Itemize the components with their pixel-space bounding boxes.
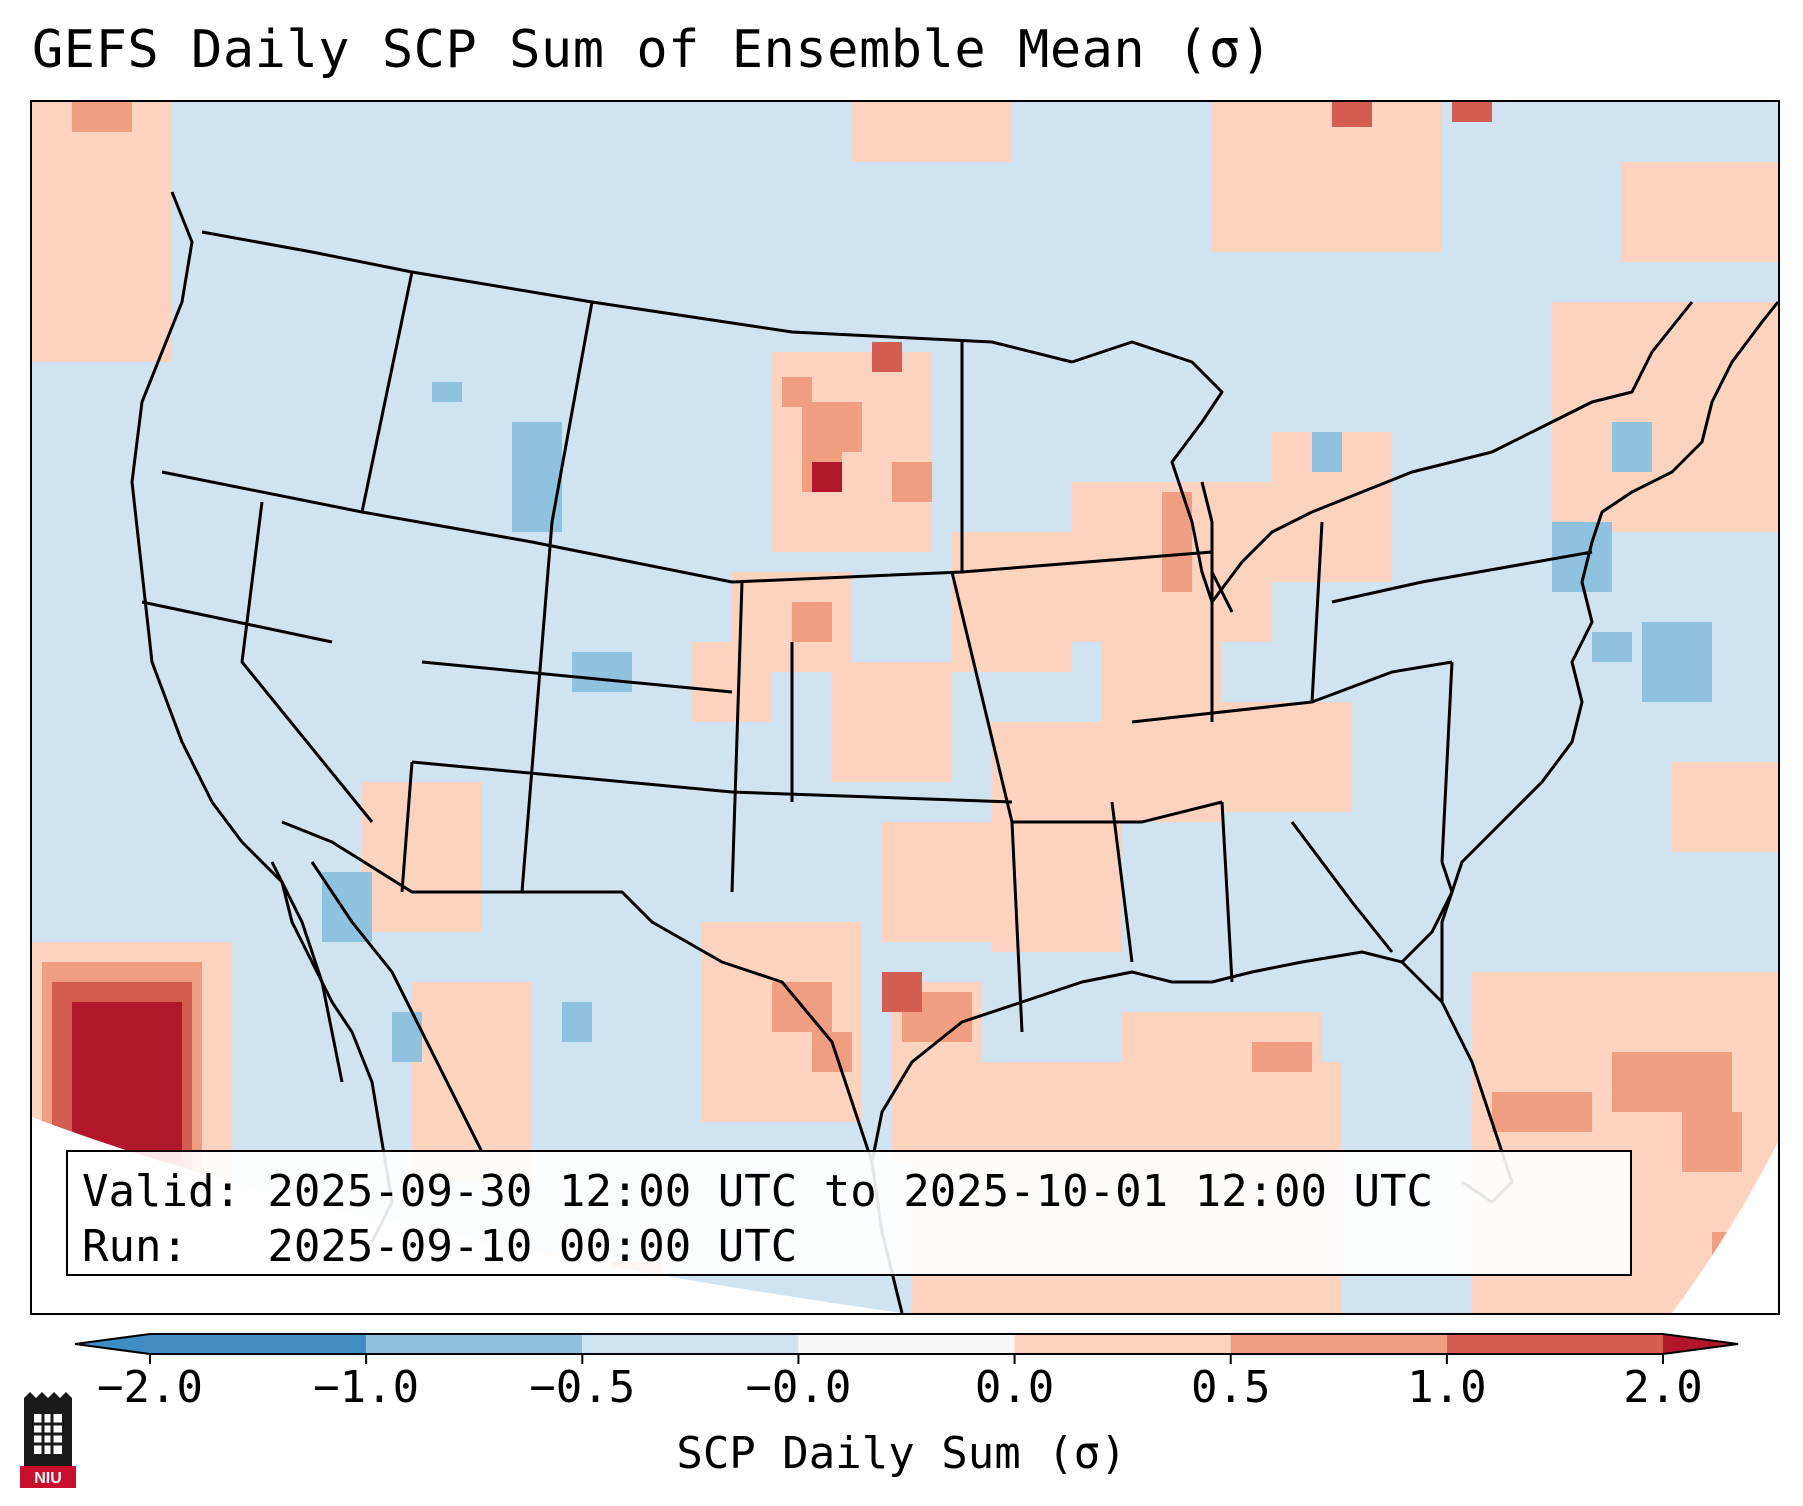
- field-patch: [892, 462, 932, 502]
- valid-info-box: Valid: 2025-09-30 12:00 UTC to 2025-10-0…: [66, 1150, 1632, 1276]
- field-patch: [1612, 422, 1652, 472]
- field-patch: [572, 652, 632, 692]
- colorbar: [74, 1333, 1739, 1364]
- valid-line: Valid: 2025-09-30 12:00 UTC to 2025-10-0…: [82, 1166, 1434, 1217]
- border-canada-east: [1491, 301, 1694, 454]
- colorbar-tick-label: −2.0: [97, 1362, 203, 1413]
- field-patch: [792, 602, 832, 642]
- coastline-east: [1440, 301, 1778, 1002]
- colorbar-tick-label: 1.0: [1407, 1362, 1487, 1413]
- field-patch: [432, 382, 462, 402]
- field-patch: [882, 972, 922, 1012]
- field-patch: [1592, 632, 1632, 662]
- colorbar-extend-low: [75, 1334, 150, 1354]
- colorbar-tick-label: 2.0: [1623, 1362, 1703, 1413]
- colorbar-ticks: [149, 1354, 1664, 1364]
- coastline-gulf: [870, 950, 1514, 1313]
- colorbar-segment: [1446, 1334, 1663, 1354]
- map-title: GEFS Daily SCP Sum of Ensemble Mean (σ): [32, 20, 1273, 80]
- colorbar-tick-label: 0.0: [974, 1362, 1055, 1413]
- field-patch: [1212, 102, 1442, 252]
- colorbar-segment: [1230, 1334, 1447, 1354]
- field-patch: [72, 102, 132, 132]
- colorbar-extend-high: [1663, 1334, 1738, 1354]
- colorbar-label: SCP Daily Sum (σ): [676, 1428, 1127, 1479]
- field-patch: [562, 1002, 592, 1042]
- colorbar-segment: [366, 1334, 583, 1354]
- field-patch: [1682, 1112, 1742, 1172]
- boundaries-layer: [130, 191, 1778, 1313]
- colorbar-segment: [798, 1334, 1015, 1354]
- scp-map: [32, 102, 1778, 1313]
- coastline-florida: [1400, 861, 1454, 964]
- coastline-west: [130, 191, 394, 1243]
- logo-window-grid: [34, 1414, 62, 1454]
- field-patch: [1452, 102, 1492, 122]
- field-patch: [1552, 302, 1778, 532]
- lake-michigan: [1200, 481, 1234, 613]
- field-patch: [1492, 1092, 1592, 1132]
- field-patch: [952, 532, 1072, 672]
- projection-edge: [1672, 1142, 1778, 1313]
- field-patch: [1672, 762, 1778, 852]
- field-patch: [852, 102, 1012, 162]
- map-panel[interactable]: [30, 100, 1780, 1315]
- run-line: Run: 2025-09-10 00:00 UTC: [82, 1221, 798, 1272]
- coastline-baja: [270, 861, 344, 1083]
- field-patch: [362, 782, 482, 932]
- field-patch: [1642, 622, 1712, 702]
- field-patch: [812, 1032, 852, 1072]
- great-lakes: [1071, 340, 1493, 604]
- colorbar-segment: [1014, 1334, 1231, 1354]
- field-patch: [1252, 1042, 1312, 1072]
- logo-text: NIU: [34, 1470, 62, 1487]
- field-patch: [782, 377, 812, 407]
- colorbar-segments: [74, 1333, 1739, 1355]
- field-patch: [692, 642, 772, 722]
- colorbar-segment: [150, 1334, 367, 1354]
- field-patch: [872, 342, 902, 372]
- field-patch: [412, 982, 532, 1182]
- field-patch: [812, 462, 842, 492]
- field-patch: [392, 1012, 422, 1062]
- colorbar-tick-label: −0.5: [529, 1362, 636, 1413]
- colorbar-tick-label: 0.5: [1190, 1362, 1271, 1413]
- niu-logo: NIU: [20, 1392, 76, 1488]
- field-patch: [882, 822, 992, 942]
- border-canada: [201, 230, 1073, 364]
- state-lines: [141, 271, 1593, 1033]
- field-patch: [802, 402, 862, 452]
- field-patch: [322, 872, 372, 942]
- field-patch: [1312, 432, 1342, 472]
- field-patch: [1192, 702, 1352, 812]
- field-patch: [32, 102, 172, 362]
- field-patch: [72, 1002, 182, 1162]
- coastline-mexico: [310, 861, 484, 1153]
- field-layer: [32, 102, 1778, 1313]
- colorbar-tick-label: −1.0: [313, 1362, 420, 1413]
- logo-crenellation: [24, 1392, 72, 1398]
- logo-band: [20, 1466, 76, 1488]
- field-patch: [1622, 162, 1778, 262]
- colorbar-tick-label: −0.0: [745, 1362, 852, 1413]
- field-patch: [1332, 102, 1372, 127]
- field-patch: [832, 662, 952, 782]
- colorbar-segment: [582, 1334, 799, 1354]
- border-mexico: [281, 820, 874, 1163]
- field-patch: [1612, 1052, 1732, 1112]
